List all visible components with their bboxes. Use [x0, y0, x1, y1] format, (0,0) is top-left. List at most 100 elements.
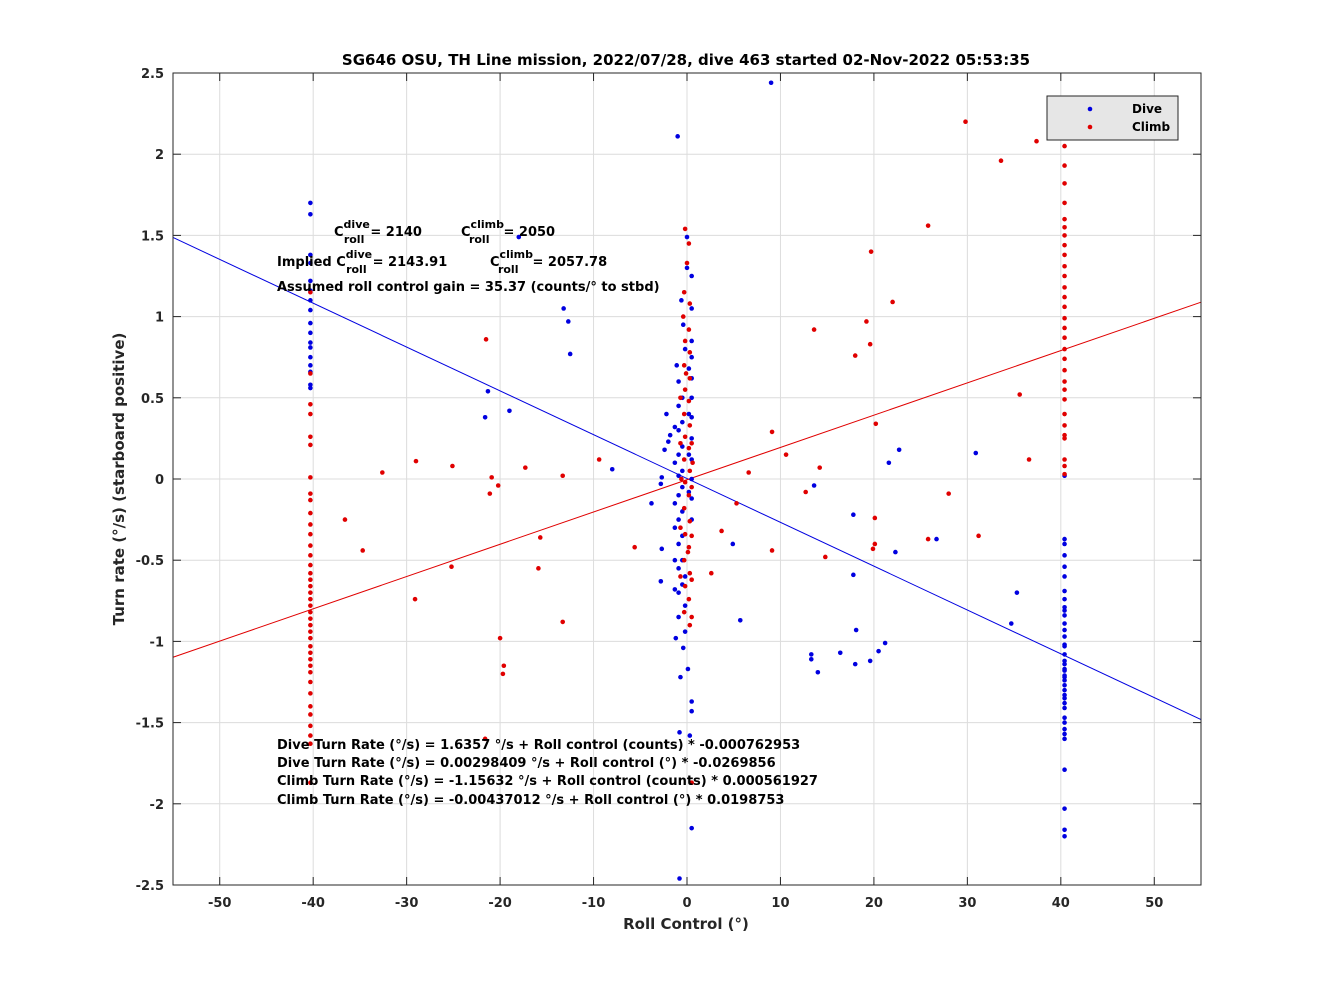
climb-point — [734, 501, 739, 506]
x-axis-label: Roll Control (°) — [623, 915, 749, 933]
climb-point — [1062, 471, 1067, 477]
climb-point — [769, 429, 775, 435]
x-tick-label: -30 — [395, 896, 419, 911]
y-tick-label: 0 — [155, 473, 164, 488]
dive-point — [867, 658, 873, 664]
y-axis-label: Turn rate (°/s) (starboard positive) — [110, 333, 128, 626]
climb-point — [1062, 315, 1067, 321]
dive-point — [1062, 736, 1067, 742]
dive-points — [308, 80, 1067, 881]
climb-point — [681, 363, 687, 368]
x-tick-label: 30 — [958, 896, 976, 911]
dive-point — [1062, 682, 1067, 688]
climb-point — [684, 260, 690, 266]
dive-point — [1062, 705, 1067, 711]
climb-point — [864, 319, 869, 324]
y-tick-label: -2 — [150, 798, 164, 813]
climb-point — [308, 596, 313, 602]
climb-point — [308, 643, 313, 649]
climb-point — [678, 395, 683, 401]
dive-point — [689, 436, 694, 441]
chart-title: SG646 OSU, TH Line mission, 2022/07/28, … — [342, 51, 1030, 69]
climb-point — [308, 704, 313, 709]
climb-point — [450, 463, 455, 469]
dive-point — [689, 338, 694, 344]
climb-point — [308, 434, 313, 440]
dive-point — [676, 492, 681, 498]
climb-point — [497, 635, 503, 641]
dive-point — [730, 541, 736, 547]
climb-point — [1062, 379, 1067, 384]
dive-point — [676, 541, 681, 547]
climb-point — [746, 470, 751, 475]
dive-point — [308, 320, 313, 326]
gain-label: Assumed roll control gain = 35.37 (count… — [277, 280, 660, 295]
dive-point — [1062, 806, 1067, 811]
climb-point — [308, 577, 313, 582]
dive-point — [876, 648, 881, 654]
dive-point — [1062, 661, 1067, 667]
dive-point — [680, 468, 685, 474]
climb-point — [308, 603, 313, 608]
dive-point — [680, 645, 686, 651]
climb-point — [719, 528, 724, 534]
climb-point — [308, 442, 313, 448]
climb-point — [308, 629, 313, 634]
climb-point — [1062, 411, 1067, 417]
eq-dive-deg: Dive Turn Rate (°/s) = 0.00298409 °/s + … — [277, 756, 776, 771]
climb-point — [596, 457, 602, 462]
legend-dive-label: Dive — [1132, 102, 1162, 116]
climb-point — [1062, 432, 1067, 438]
climb-point — [689, 614, 694, 620]
climb-point — [1062, 233, 1067, 238]
climb-point — [1062, 335, 1067, 341]
climb-point — [308, 691, 313, 696]
dive-point — [682, 346, 688, 352]
dive-point — [308, 354, 313, 360]
climb-point — [708, 570, 714, 576]
climb-point — [686, 445, 692, 451]
climb-point — [1062, 242, 1067, 248]
climb-point — [686, 596, 692, 602]
dive-point — [689, 708, 694, 714]
dive-point — [684, 234, 690, 240]
dive-point — [882, 640, 888, 646]
dive-point — [675, 134, 680, 139]
dive-point — [851, 512, 856, 518]
dive-point — [737, 617, 743, 623]
climb-point — [682, 479, 688, 485]
dive-point — [851, 572, 856, 578]
climb-point — [308, 475, 313, 480]
dive-point — [1062, 678, 1067, 683]
dive-point — [1062, 715, 1067, 721]
dive-point — [566, 319, 571, 324]
climb-point — [449, 564, 454, 569]
climb-point — [308, 497, 313, 503]
dive-point — [308, 340, 313, 345]
dive-point — [680, 322, 686, 328]
eq-climb-deg: Climb Turn Rate (°/s) = -0.00437012 °/s … — [277, 793, 784, 808]
dive-point — [689, 273, 694, 279]
climb-point — [308, 491, 313, 496]
dive-point — [308, 363, 313, 368]
climb-point — [495, 483, 501, 488]
climb-point — [686, 241, 692, 246]
climb-point — [308, 583, 313, 589]
climb-point — [681, 505, 687, 511]
climb-point — [536, 566, 541, 571]
y-tick-label: 1 — [155, 311, 164, 326]
climb-point — [1062, 397, 1067, 402]
dive-point — [1062, 652, 1067, 657]
legend-dive-marker — [1087, 106, 1093, 112]
climb-point — [683, 371, 689, 376]
climb-point — [769, 548, 775, 553]
dive-point — [689, 354, 694, 360]
climb-point — [308, 635, 313, 641]
climb-point — [308, 553, 313, 558]
climb-point — [308, 543, 313, 548]
dive-point — [1062, 642, 1067, 647]
climb-point — [925, 536, 931, 542]
dive-point — [672, 557, 678, 563]
dive-point — [1062, 767, 1067, 772]
climb-point — [681, 609, 687, 615]
